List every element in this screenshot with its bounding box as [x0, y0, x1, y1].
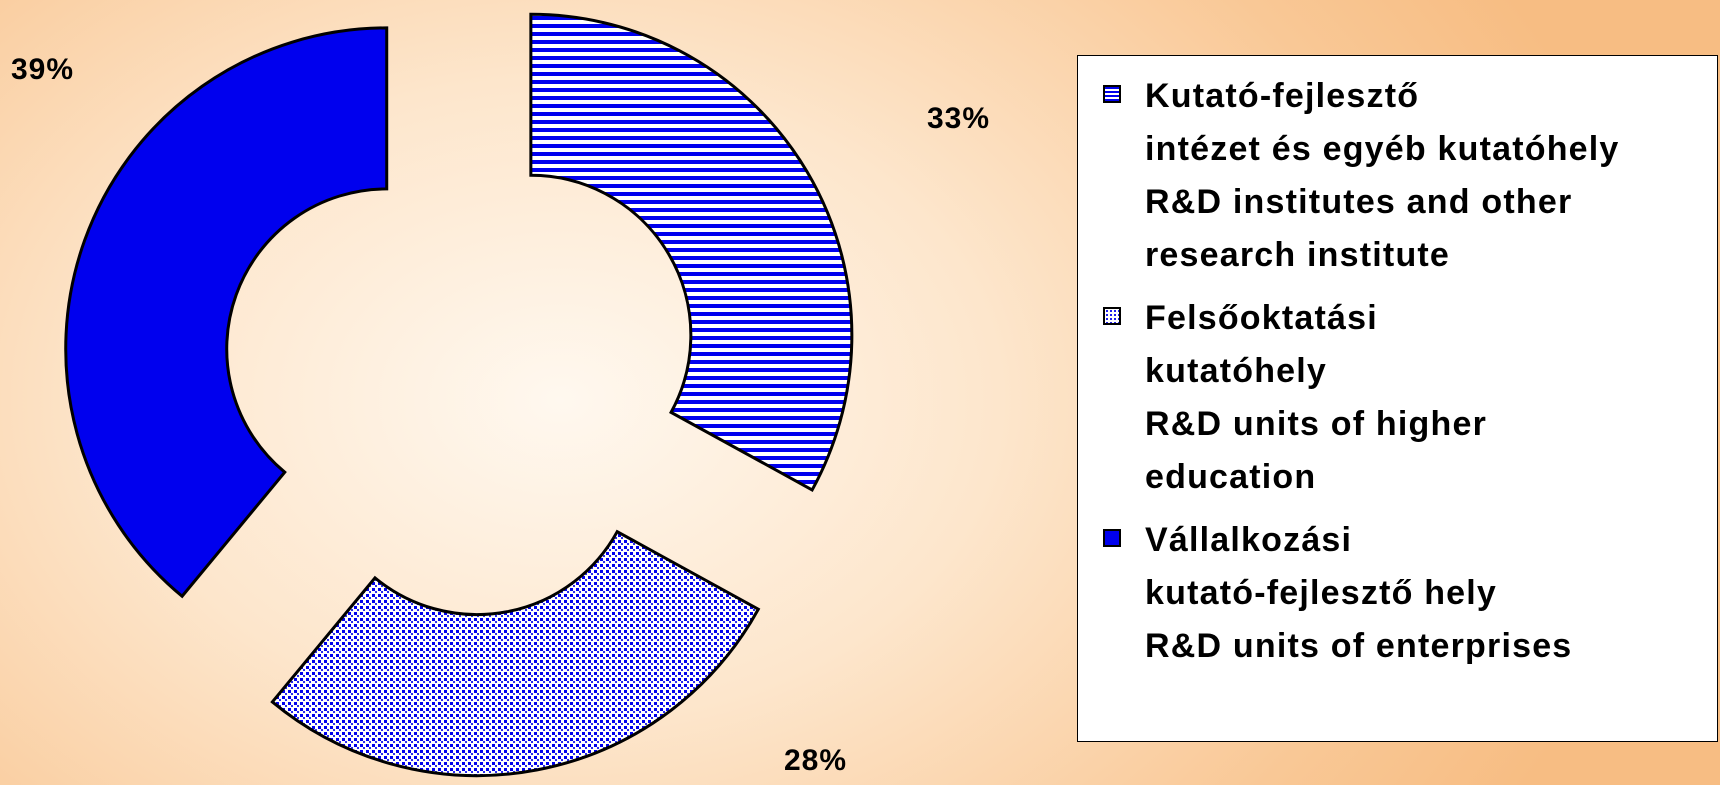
- legend-label: Vállalkozási kutató-fejlesztő hely R&D u…: [1145, 521, 1573, 665]
- legend-swatch: [1103, 307, 1121, 325]
- donut-segment: [529, 12, 854, 492]
- data-label: 39%: [11, 53, 74, 86]
- legend-item: Felsőoktatási kutatóhely R&D units of hi…: [1078, 292, 1717, 504]
- data-label: 28%: [784, 744, 847, 777]
- donut-segment: [64, 26, 389, 599]
- legend: Kutató-fejlesztő intézet és egyéb kutató…: [1077, 55, 1718, 742]
- legend-swatch: [1103, 85, 1121, 103]
- donut-segment: [270, 529, 761, 778]
- legend-label: Felsőoktatási kutatóhely R&D units of hi…: [1145, 299, 1487, 496]
- legend-label: Kutató-fejlesztő intézet és egyéb kutató…: [1145, 77, 1620, 274]
- legend-item: Kutató-fejlesztő intézet és egyéb kutató…: [1078, 70, 1717, 282]
- data-label: 33%: [927, 102, 990, 135]
- legend-item: Vállalkozási kutató-fejlesztő hely R&D u…: [1078, 514, 1717, 673]
- legend-swatch: [1103, 529, 1121, 547]
